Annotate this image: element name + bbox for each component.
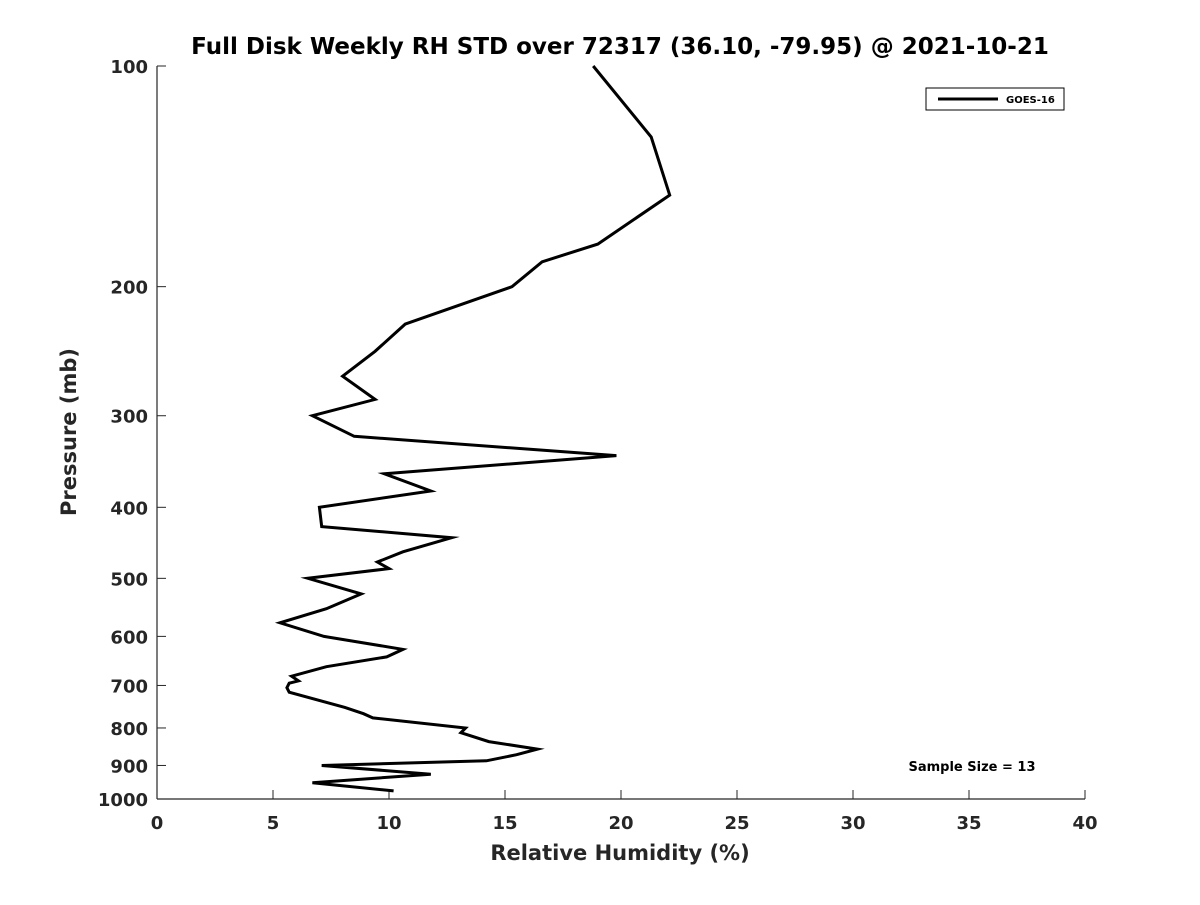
series-layer [274, 65, 672, 793]
x-tick-label: 25 [724, 813, 749, 834]
x-tick-label: 35 [956, 813, 981, 834]
x-axis-label: Relative Humidity (%) [490, 841, 749, 865]
x-tick-label: 40 [1072, 813, 1097, 834]
y-tick-label: 800 [110, 719, 148, 740]
y-axis-ticks: 100 200 300 400 500 600 700 800 900 1000 [98, 57, 166, 811]
y-tick-label: 700 [110, 676, 148, 697]
legend-label-goes-16: GOES-16 [1006, 95, 1055, 106]
y-tick-label: 300 [110, 407, 148, 428]
x-tick-label: 0 [151, 813, 164, 834]
x-tick-label: 15 [492, 813, 517, 834]
y-tick-label: 900 [110, 756, 148, 777]
legend: GOES-16 [925, 87, 1065, 111]
y-tick-label: 400 [110, 498, 148, 519]
x-tick-label: 30 [840, 813, 865, 834]
y-axis-label: Pressure (mb) [57, 348, 81, 516]
y-tick-label: 600 [110, 627, 148, 648]
y-tick-label: 500 [110, 569, 148, 590]
x-tick-label: 10 [376, 813, 401, 834]
series-line-goes-16 [274, 65, 672, 793]
x-tick-label: 5 [267, 813, 280, 834]
y-tick-label: 1000 [98, 790, 148, 811]
x-axis-ticks: 0 5 10 15 20 25 30 35 40 [151, 790, 1098, 834]
y-tick-label: 100 [110, 57, 148, 78]
chart-title: Full Disk Weekly RH STD over 72317 (36.1… [191, 34, 1049, 60]
x-tick-label: 20 [608, 813, 633, 834]
sample-size-annotation: Sample Size = 13 [908, 760, 1035, 775]
y-tick-label: 200 [110, 278, 148, 299]
